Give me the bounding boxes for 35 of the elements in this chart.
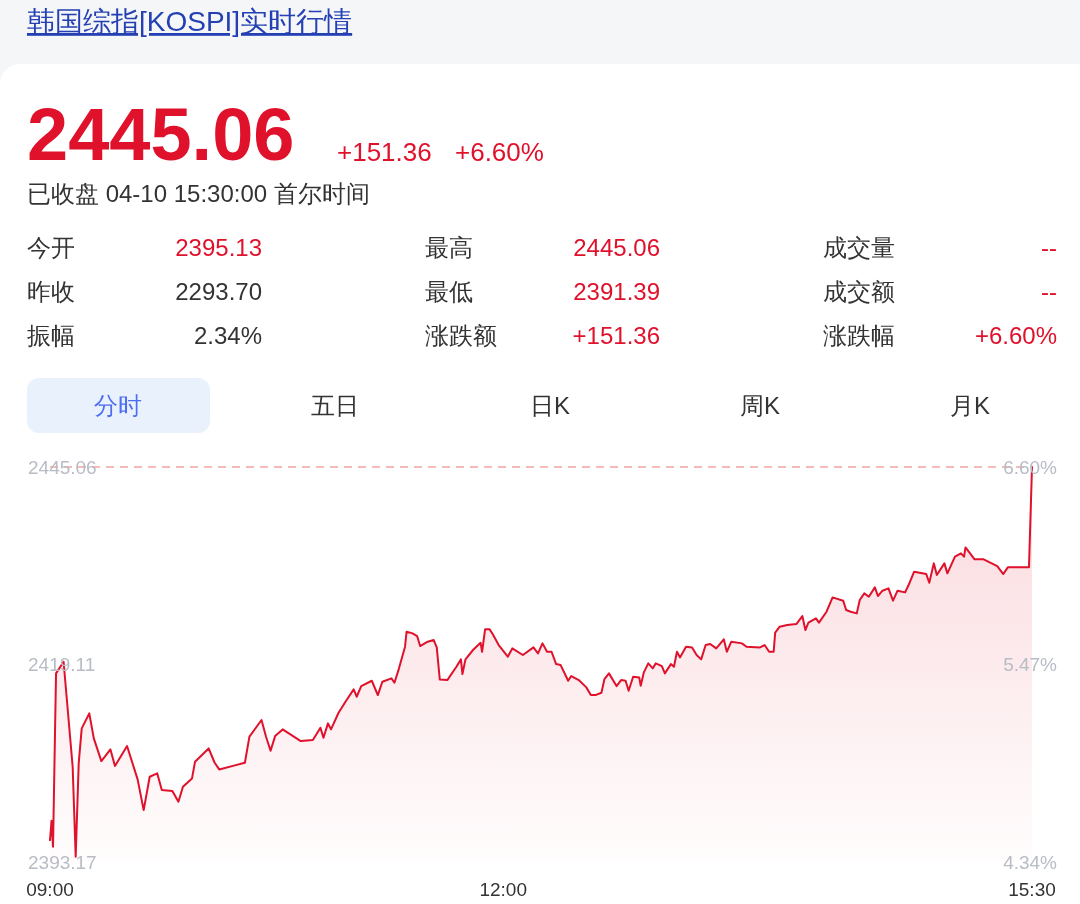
text: 已收盘 04-10 15:30:00 首尔时间 <box>27 180 370 207</box>
text: +6.60% <box>974 322 1057 349</box>
y2-tick-label: 6.60% <box>1003 456 1058 478</box>
text: 2391.39 <box>573 278 660 305</box>
chart-title: 韩国综指[KOSPI]实时行情 <box>27 6 353 37</box>
text: +151.36 <box>337 137 432 167</box>
text: 月K <box>949 392 991 419</box>
text: 今开 <box>27 234 75 261</box>
text: +151.36 <box>572 322 660 349</box>
text: 2445.06 <box>573 234 660 261</box>
text: -- <box>1041 234 1057 261</box>
text: 涨跌额 <box>425 322 497 349</box>
text: 周K <box>739 392 781 419</box>
x-tick-label: 12:00 <box>479 879 527 900</box>
text: 成交量 <box>823 234 895 261</box>
text: 日K <box>529 392 571 419</box>
text: 昨收 <box>27 278 75 305</box>
y-tick-label: 2445.06 <box>28 456 97 478</box>
text: 振幅 <box>27 322 75 349</box>
text: 涨跌幅 <box>823 322 895 349</box>
y-tick-label: 2393.17 <box>28 851 97 873</box>
x-tick-label: 09:00 <box>26 879 74 900</box>
text: 2293.70 <box>175 278 262 305</box>
y2-tick-label: 5.47% <box>1003 654 1058 676</box>
x-tick-label: 15:30 <box>1008 879 1056 900</box>
text: 2.34% <box>193 322 262 349</box>
text: 2395.13 <box>175 234 262 261</box>
y2-tick-label: 4.34% <box>1003 851 1058 873</box>
text: 最高 <box>425 234 473 261</box>
text: 分时 <box>94 392 142 419</box>
text: 五日 <box>311 392 359 419</box>
text: 成交额 <box>823 278 895 305</box>
text: 最低 <box>425 278 473 305</box>
text: +6.60% <box>455 137 544 167</box>
text: -- <box>1041 278 1057 305</box>
